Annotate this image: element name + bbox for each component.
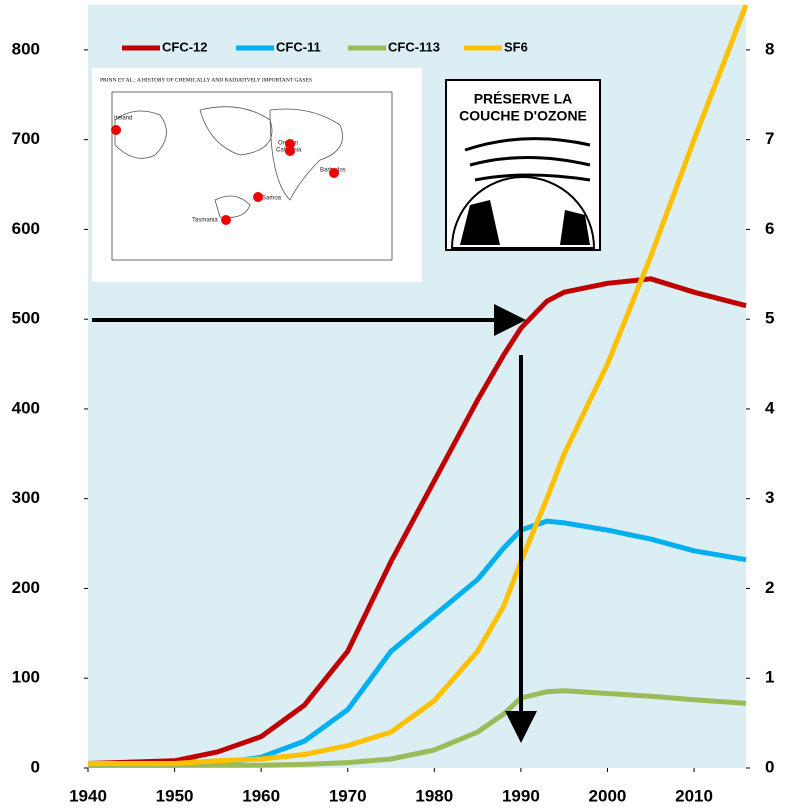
y-tick-label: 700: [12, 129, 40, 148]
y-tick-label: 200: [12, 578, 40, 597]
y-tick-label: 0: [31, 757, 40, 776]
y2-tick-label: 1: [765, 668, 774, 687]
page: CFC-12 CFC-11 CFC-113 SF6 PRINN ET AL.: A H…: [0, 0, 796, 808]
x-tick-label: 1970: [329, 786, 367, 805]
x-tick-label: 1940: [69, 786, 107, 805]
y2-tick-label: 3: [765, 488, 774, 507]
y-tick-label: 300: [12, 488, 40, 507]
legend-label: SF6: [504, 39, 528, 54]
y2-tick-label: 6: [765, 219, 774, 238]
y2-tick-label: 4: [765, 398, 775, 417]
ozone-logo: PRÉSERVE LA COUCHE D'OZONE: [446, 80, 600, 250]
site-label: Tasmania: [192, 218, 218, 224]
map-header: PRINN ET AL.: A HISTORY OF CHEMICALLY AN…: [100, 77, 312, 83]
y-tick-label: 600: [12, 219, 40, 238]
x-tick-label: 2000: [589, 786, 627, 805]
y2-tick-label: 7: [765, 129, 774, 148]
y2-tick-label: 8: [765, 39, 774, 58]
legend-label: CFC-12: [162, 39, 208, 54]
chart: CFC-12 CFC-11 CFC-113 SF6 PRINN ET AL.: A H…: [0, 0, 796, 808]
y-tick-label: 400: [12, 398, 40, 417]
y2-tick-label: 5: [765, 309, 774, 328]
site-label: Ireland: [114, 116, 132, 122]
y2-tick-label: 2: [765, 578, 774, 597]
x-tick-label: 1980: [415, 786, 453, 805]
x-tick-label: 1950: [156, 786, 194, 805]
legend-label: CFC-113: [388, 39, 440, 54]
map-inset: PRINN ET AL.: A HISTORY OF CHEMICALLY AN…: [92, 68, 422, 282]
x-tick-label: 2010: [675, 786, 713, 805]
y-tick-label: 800: [12, 39, 40, 58]
y-tick-label: 100: [12, 668, 40, 687]
x-tick-label: 1960: [242, 786, 280, 805]
x-tick-label: 1990: [502, 786, 540, 805]
y2-tick-label: 0: [765, 757, 774, 776]
logo-text: COUCHE D'OZONE: [459, 108, 587, 124]
legend-label: CFC-11: [276, 39, 321, 54]
site-label: Samoa: [262, 196, 282, 202]
y-tick-label: 500: [12, 309, 40, 328]
logo-text: PRÉSERVE LA: [474, 91, 573, 107]
